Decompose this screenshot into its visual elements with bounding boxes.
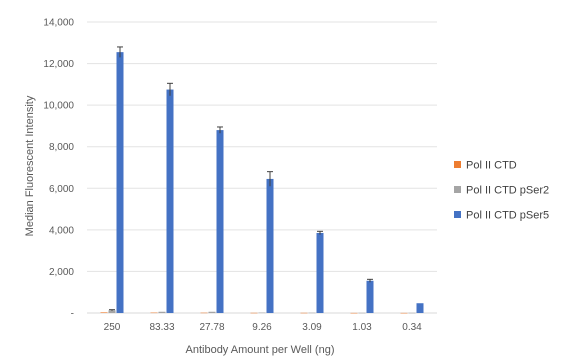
- bar: [400, 312, 408, 314]
- bar: [358, 312, 366, 314]
- x-tick-label: 250: [104, 322, 121, 333]
- legend-label: Pol II CTD pSer5: [466, 210, 549, 222]
- y-tick-label: 4,000: [49, 225, 74, 236]
- bar: [208, 311, 216, 313]
- error-bars: [109, 46, 373, 311]
- bar: [200, 312, 208, 314]
- bar: [308, 312, 316, 314]
- x-axis-title: Antibody Amount per Well (ng): [186, 344, 335, 356]
- bar: [366, 280, 374, 313]
- x-axis-ticks: 250 83.33 27.78 9.26 3.09 1.03 0.34: [104, 322, 423, 333]
- bar: [150, 312, 158, 314]
- y-tick-label: 2,000: [49, 267, 74, 278]
- bar: [216, 130, 224, 313]
- bar: [250, 312, 258, 314]
- x-tick-label: 3.09: [302, 322, 322, 333]
- bar: [166, 89, 174, 313]
- bar: [350, 312, 358, 314]
- x-tick-label: 0.34: [402, 322, 422, 333]
- x-tick-label: 9.26: [252, 322, 272, 333]
- bar: [258, 312, 266, 314]
- gridlines: [87, 21, 437, 272]
- legend-swatch: [454, 161, 461, 168]
- y-axis-title: Median Fluorescent Intensity: [24, 95, 36, 236]
- legend: Pol II CTD Pol II CTD pSer2 Pol II CTD pSe…: [454, 160, 549, 222]
- legend-label: Pol II CTD: [466, 160, 517, 172]
- y-tick-label: 8,000: [49, 142, 74, 153]
- legend-label: Pol II CTD pSer2: [466, 185, 549, 197]
- x-tick-label: 1.03: [352, 322, 372, 333]
- y-tick-label: 14,000: [43, 18, 74, 29]
- bar: [266, 178, 274, 313]
- bar: [158, 311, 166, 313]
- y-tick-label: 10,000: [43, 101, 74, 112]
- x-tick-label: 27.78: [199, 322, 224, 333]
- y-axis-ticks: - 2,000 4,000 6,000 8,000 10,000 12,000 14,000: [43, 18, 74, 320]
- bars: [100, 52, 424, 314]
- x-tick-label: 83.33: [149, 322, 174, 333]
- legend-swatch: [454, 186, 461, 193]
- bar: [108, 310, 116, 313]
- bar: [416, 303, 424, 313]
- bar: [300, 312, 308, 314]
- bar: [116, 52, 124, 314]
- bar: [100, 312, 108, 313]
- y-tick-label: 12,000: [43, 59, 74, 70]
- legend-swatch: [454, 211, 461, 218]
- y-tick-label: -: [71, 309, 74, 320]
- bar: [408, 312, 416, 314]
- y-tick-label: 6,000: [49, 184, 74, 195]
- bar: [316, 232, 324, 313]
